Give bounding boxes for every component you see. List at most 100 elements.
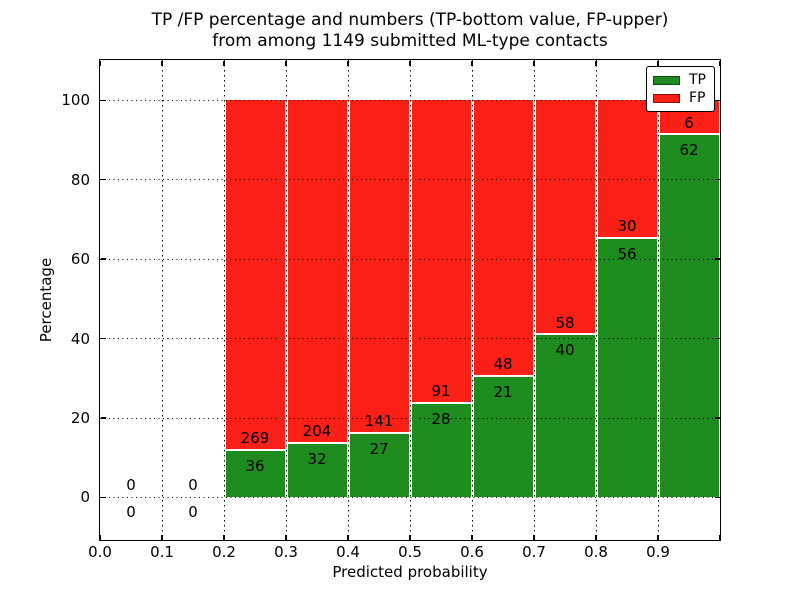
y-tick-mark-right [714,179,720,181]
bar-count-tp: 0 [188,503,198,522]
bar-segment-fp [597,100,657,237]
x-tick-mark-top [409,60,411,66]
bar-segment-tp [349,433,409,498]
horizontal-gridline [100,417,720,419]
bar-count-tp: 0 [126,503,136,522]
x-tick-mark [161,534,163,540]
bar-count-fp: 91 [431,382,451,401]
vertical-gridline [657,60,659,540]
x-tick-mark-top [595,60,597,66]
vertical-gridline [223,60,225,540]
y-tick-label: 40 [70,329,90,348]
x-tick-mark [719,534,721,540]
x-tick-label: 0.4 [336,543,360,561]
y-tick-mark [100,496,106,499]
x-tick-label: 0.2 [212,543,236,561]
x-tick-mark [99,534,101,540]
bar-segment-fp [225,100,285,449]
y-tick-mark [100,179,106,181]
legend-swatch-tp [653,75,680,85]
y-tick-mark [100,417,106,419]
y-tick-mark [100,99,106,101]
x-tick-mark-top [99,60,101,66]
x-tick-mark [533,534,535,540]
y-tick-mark-right [714,337,720,340]
x-tick-mark-top [719,60,721,66]
horizontal-gridline [100,258,720,260]
bar-count-fp: 6 [684,113,694,132]
y-tick-label: 0 [80,488,90,507]
x-tick-label: 0.0 [88,543,112,561]
bar-count-fp: 269 [240,429,270,448]
chart-title-line1: TP /FP percentage and numbers (TP-bottom… [151,10,669,30]
x-tick-label: 0.9 [646,543,670,561]
y-tick-mark-right [714,496,720,499]
bar-count-tp: 40 [555,341,575,360]
bar-count-fp: 204 [302,422,332,441]
x-tick-label: 0.1 [150,543,174,561]
bar-segment-fp [535,100,595,334]
horizontal-gridline [100,496,720,498]
y-tick-label: 60 [70,250,90,269]
x-axis-label: Predicted probability [332,563,488,581]
bar-count-tp: 36 [245,456,265,475]
x-tick-label: 0.6 [460,543,484,561]
vertical-gridline [595,60,597,540]
x-tick-mark-top [657,60,659,66]
legend: TP FP [646,66,715,112]
vertical-gridline [161,60,163,540]
horizontal-gridline [100,179,720,181]
bar-segment-fp [411,100,471,402]
x-tick-mark [657,534,659,540]
x-tick-label: 0.5 [398,543,422,561]
bar-segment-tp [287,443,347,498]
bar-count-tp: 28 [431,409,451,428]
y-tick-mark [100,258,106,260]
vertical-gridline [471,60,473,540]
chart-title-line2: from among 1149 submitted ML-type contac… [212,31,608,51]
bar-segment-tp [597,238,657,498]
vertical-gridline [409,60,411,540]
x-tick-mark-top [161,60,163,66]
x-tick-mark-top [471,60,473,66]
vertical-gridline [285,60,287,540]
x-tick-mark [285,534,287,540]
bar-segment-tp [535,335,595,498]
y-tick-mark-right [714,258,720,260]
bar-count-tp: 27 [369,439,389,458]
x-tick-mark [223,534,225,540]
legend-label: FP [689,90,706,106]
y-tick-label: 80 [70,170,90,189]
x-tick-label: 0.3 [274,543,298,561]
bar-count-tp: 56 [617,244,637,263]
y-tick-label: 20 [70,409,90,427]
x-tick-mark-top [533,60,535,66]
chart-title: TP /FP percentage and numbers (TP-bottom… [100,10,720,52]
bar-segment-tp [225,450,285,498]
x-tick-label: 0.7 [522,543,546,561]
legend-label: TP [689,72,706,88]
x-tick-mark-top [223,60,225,66]
bar-segment-fp [287,100,347,442]
x-tick-mark [347,534,349,540]
bar-count-tp: 21 [493,382,513,401]
vertical-gridline [533,60,535,540]
horizontal-gridline [100,338,720,340]
bar-count-fp: 58 [555,313,575,332]
bar-count-fp: 0 [188,475,198,494]
bar-count-fp: 30 [617,217,637,236]
horizontal-gridline [100,99,720,101]
x-tick-mark [595,534,597,540]
y-tick-label: 100 [61,91,90,110]
legend-swatch-fp [653,93,680,103]
bar-segment-tp [411,403,471,498]
x-tick-mark [409,534,411,540]
legend-item-tp: TP [653,73,708,87]
bar-segment-tp [473,376,533,498]
bar-count-tp: 32 [307,449,327,468]
y-tick-mark-right [714,99,720,101]
legend-item-fp: FP [653,91,708,105]
bar-segment-fp [473,100,533,375]
x-tick-mark [471,534,473,540]
